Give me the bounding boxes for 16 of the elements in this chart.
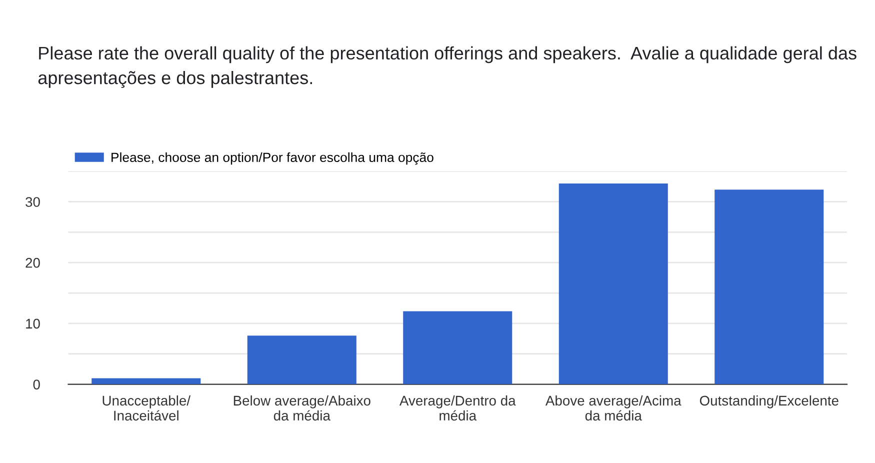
- x-tick-label: Unacceptable/ Inaceitável: [102, 395, 191, 421]
- bar: [247, 336, 356, 384]
- x-tick-label: Above average/Acima da média: [545, 395, 682, 421]
- y-tick-label: 20: [26, 258, 40, 268]
- x-tick-label: Outstanding/Excelente: [700, 395, 838, 408]
- chart-title: Please rate the overall quality of the presentation offerings and speakers. Avalie a qualidade geral das apresentações e dos palestrantes.: [38, 46, 856, 88]
- bar: [92, 378, 201, 384]
- x-tick-label: Below average/Abaixo da média: [234, 395, 370, 421]
- bar: [714, 190, 824, 384]
- y-tick-label: 30: [26, 197, 40, 207]
- bar: [403, 311, 512, 384]
- bar: [558, 183, 668, 384]
- y-tick-label: 10: [26, 318, 40, 329]
- y-tick-label: 0: [33, 380, 40, 390]
- legend-label: Please, choose an option/Por favor escolha uma opção: [112, 152, 434, 165]
- x-tick-label: Average/Dentro da média: [399, 395, 516, 421]
